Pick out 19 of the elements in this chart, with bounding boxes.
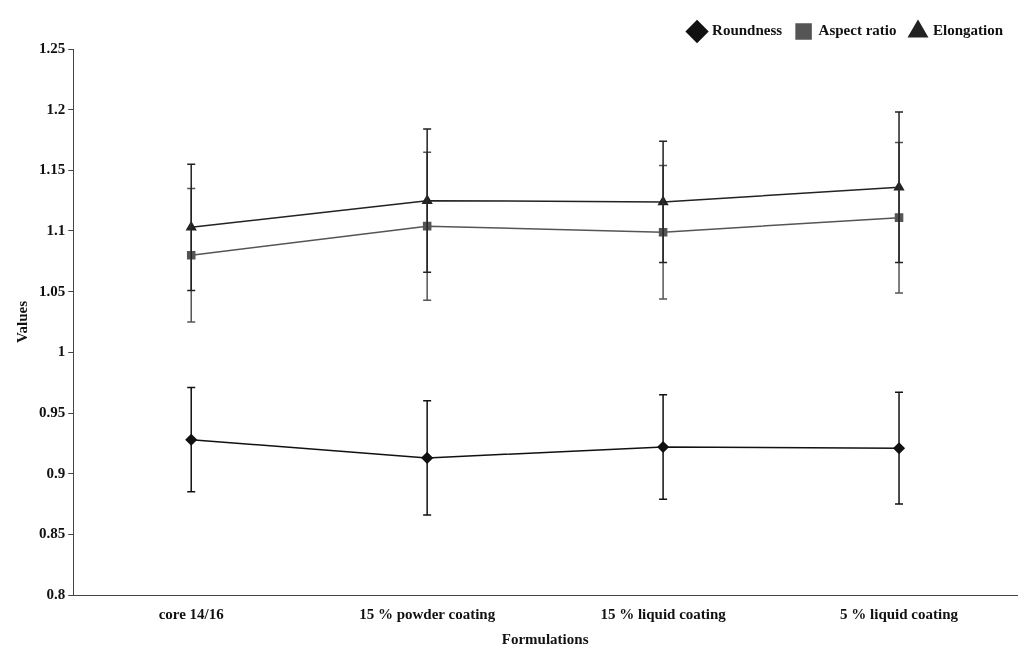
y-tick-label: 1.05 [39, 282, 66, 299]
x-tick-label: 15 % liquid coating [600, 605, 727, 622]
y-axis-title: Values [13, 300, 30, 343]
y-tick-label: 0.9 [46, 464, 66, 481]
y-tick-label: 0.95 [39, 403, 66, 420]
y-tick-label: 0.8 [46, 585, 66, 602]
x-tick-label: core 14/16 [158, 605, 225, 622]
y-tick-label: 1 [57, 343, 66, 360]
y-tick-label: 1.15 [39, 161, 66, 178]
legend-label: Aspect ratio [818, 22, 897, 39]
x-tick-label: 5 % liquid coating [840, 605, 959, 622]
x-tick-label: 15 % powder coating [359, 605, 496, 622]
y-tick-label: 1.1 [46, 221, 66, 238]
y-tick-label: 1.25 [39, 39, 66, 56]
y-tick-label: 0.85 [39, 525, 66, 542]
y-tick-label: 1.2 [46, 100, 66, 117]
legend-label: Roundness [712, 22, 783, 39]
x-axis-title: Formulations [501, 630, 589, 647]
legend-label: Elongation [932, 22, 1004, 39]
